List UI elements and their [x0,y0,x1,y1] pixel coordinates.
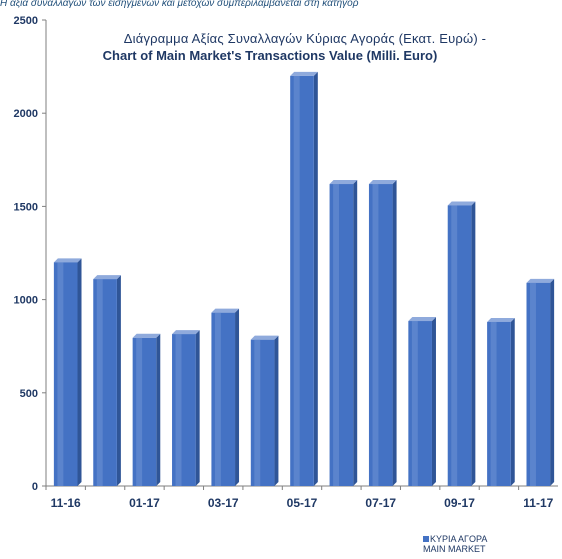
bar-highlight [214,312,221,486]
bar-side [195,330,200,486]
x-tick-label: 09-17 [444,496,475,510]
bar-04-17 [250,335,279,486]
x-tick-label: 01-17 [129,496,160,510]
bar-11-16 [53,258,82,486]
bar-side [392,180,397,487]
y-tick-label: 1500 [14,201,38,213]
chart-title-english: Chart of Main Market's Transactions Valu… [102,48,438,63]
x-tick-label: 11-17 [523,496,553,510]
y-tick-label: 1000 [14,295,38,307]
legend-swatch-main-market [423,536,429,542]
bar-highlight [372,184,379,487]
bar-highlight [136,337,143,486]
bar-07-17 [368,180,397,487]
bar-02-17 [172,330,200,486]
bar-side [510,317,515,486]
chart-bars [53,71,555,487]
x-axis-tick-labels: 11-16 01-17 03-17 05-17 07-17 09-17 11-17 [51,496,554,510]
bar-side [156,333,161,486]
chart-title: Διάγραμμα Αξίας Συναλλαγών Κύριας Αγοράς… [70,30,540,64]
bar-highlight [293,75,300,487]
bar-top [526,278,555,283]
bar-highlight [451,205,458,486]
bar-side [431,317,436,486]
bar-12-16 [93,275,121,486]
bar-top [290,71,318,76]
bar-highlight [96,279,103,486]
bar-top [250,335,279,340]
bar-10-17 [487,317,515,486]
bar-side [550,278,555,486]
y-tick-label: 2000 [14,108,38,120]
legend-label-greek: ΚΥΡΙΑ ΑΓΟΡΑ [430,534,488,544]
bar-top [132,333,161,338]
bar-top [368,180,397,185]
bar-highlight [490,321,497,486]
page-top-text-strip: Η αξία συναλλαγών των εισηγμένων και μετ… [0,0,359,8]
bar-top [93,275,121,280]
bar-highlight [254,339,261,486]
bar-side [471,201,476,486]
bar-side [116,275,121,486]
x-tick-label: 07-17 [365,496,396,510]
bar-highlight [333,184,340,487]
y-tick-label: 500 [20,388,38,400]
bar-highlight [530,282,536,486]
bar-05-17 [290,71,318,487]
bar-side [313,71,318,487]
legend-label-english: MAIN MARKET [423,544,486,554]
bar-01-17 [132,333,161,486]
x-tick-label: 11-16 [51,496,81,510]
bar-side [353,180,358,487]
bar-top [53,258,82,263]
y-tick-label: 2500 [14,15,38,27]
bar-highlight [175,334,182,486]
x-tick-label: 03-17 [208,496,239,510]
y-tick-label: 0 [32,481,38,493]
bar-side [235,308,240,486]
chart-title-greek: Διάγραμμα Αξίας Συναλλαγών Κύριας Αγοράς… [123,31,487,46]
bar-03-17 [211,308,240,486]
y-axis-tick-labels: 0 500 1000 1500 2000 2500 [14,15,38,493]
bar-09-17 [447,201,476,486]
bar-06-17 [329,180,358,487]
bar-side [77,258,82,486]
bar-11-17 [526,278,555,486]
chart-legend: ΚΥΡΙΑ ΑΓΟΡΑ MAIN MARKET [423,534,487,554]
bar-08-17 [408,317,436,486]
bar-top [329,180,358,185]
bar-top [172,330,200,335]
bar-top [487,317,515,322]
bar-highlight [57,262,64,486]
x-tick-label: 05-17 [287,496,318,510]
bar-top [447,201,476,206]
bar-highlight [411,321,418,486]
bar-top [408,317,436,322]
bar-top [211,308,240,313]
bar-side [274,335,279,486]
